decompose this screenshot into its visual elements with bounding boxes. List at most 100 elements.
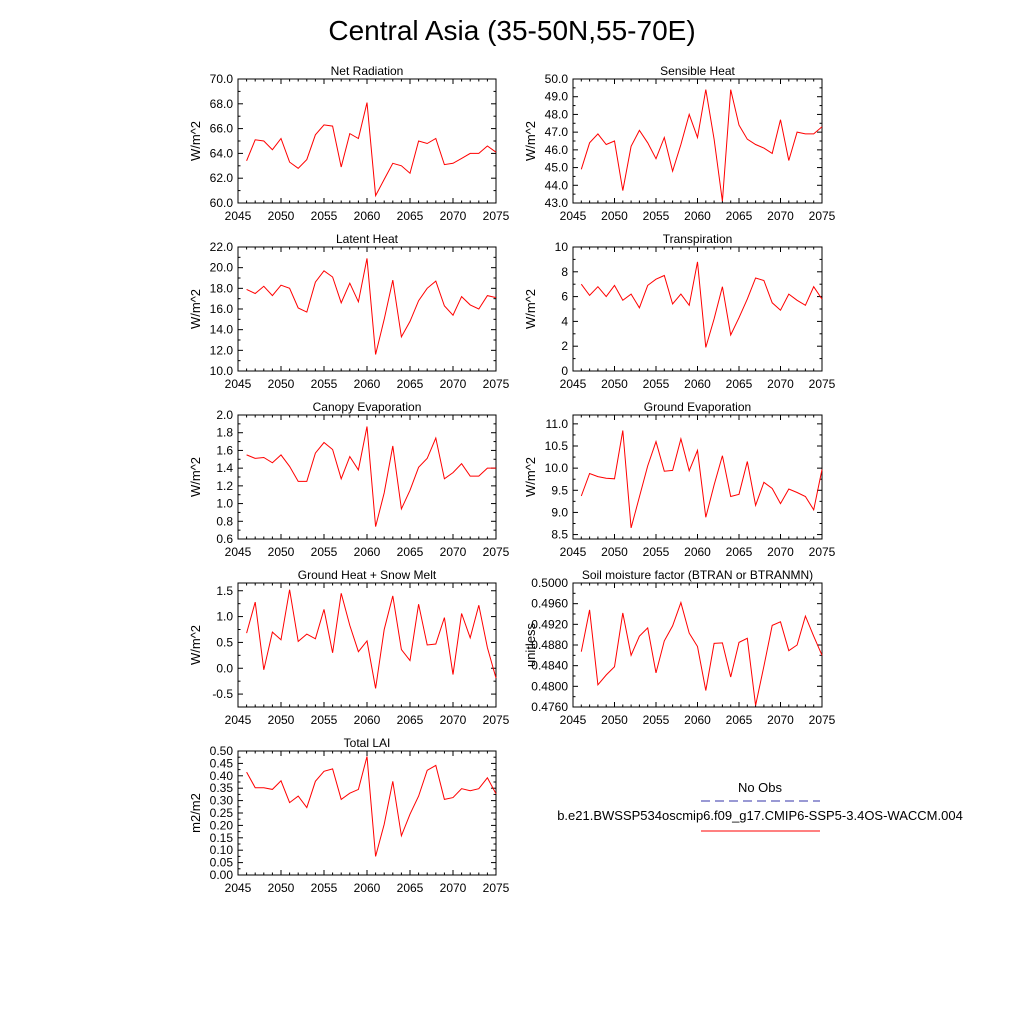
series-line bbox=[246, 756, 497, 857]
panel-title: Ground Heat + Snow Melt bbox=[298, 568, 437, 582]
x-tick-label: 2070 bbox=[767, 713, 794, 727]
y-tick-label: 20.0 bbox=[210, 261, 234, 275]
chart-panel: Net Radiation W/m^2 2045 2050 2055 2060 2065 20… bbox=[188, 64, 510, 223]
y-tick-label: 1.4 bbox=[216, 461, 233, 475]
x-tick-label: 2045 bbox=[225, 377, 252, 391]
y-tick-label: 1.5 bbox=[216, 584, 233, 598]
x-tick-label: 2060 bbox=[684, 377, 711, 391]
x-tick-label: 2075 bbox=[809, 713, 836, 727]
x-tick-label: 2055 bbox=[643, 713, 670, 727]
x-tick-label: 2075 bbox=[809, 209, 836, 223]
y-tick-label: 0.00 bbox=[210, 868, 234, 882]
x-tick-label: 2065 bbox=[397, 881, 424, 895]
x-tick-label: 2050 bbox=[601, 377, 628, 391]
x-tick-label: 2050 bbox=[268, 713, 295, 727]
x-tick-label: 2070 bbox=[440, 545, 467, 559]
y-tick-label: 45.0 bbox=[545, 161, 569, 175]
y-tick-label: -0.5 bbox=[212, 687, 233, 701]
x-tick-label: 2075 bbox=[483, 881, 510, 895]
x-tick-label: 2065 bbox=[726, 377, 753, 391]
x-tick-label: 2055 bbox=[311, 713, 338, 727]
x-tick-label: 2045 bbox=[560, 545, 587, 559]
y-tick-label: 49.0 bbox=[545, 90, 569, 104]
panel-title: Sensible Heat bbox=[660, 64, 735, 78]
series-line bbox=[246, 102, 497, 198]
x-tick-label: 2060 bbox=[684, 545, 711, 559]
plot-frame bbox=[237, 750, 497, 876]
y-tick-label: 0.4920 bbox=[531, 617, 568, 631]
x-tick-label: 2065 bbox=[397, 713, 424, 727]
y-tick-label: 18.0 bbox=[210, 281, 234, 295]
legend-label-model: b.e21.BWSSP534oscmip6.f09_g17.CMIP6-SSP5… bbox=[557, 808, 963, 823]
x-tick-label: 2065 bbox=[397, 377, 424, 391]
x-tick-label: 2070 bbox=[440, 881, 467, 895]
series-line bbox=[246, 426, 496, 527]
x-tick-label: 2045 bbox=[560, 377, 587, 391]
x-tick-label: 2065 bbox=[726, 209, 753, 223]
y-tick-label: 1.6 bbox=[216, 443, 233, 457]
chart-panel: Latent Heat W/m^2 2045 2050 2055 2060 2065 2070… bbox=[188, 232, 510, 391]
y-tick-label: 0.6 bbox=[216, 532, 233, 546]
x-tick-label: 2070 bbox=[767, 209, 794, 223]
x-tick-label: 2060 bbox=[354, 377, 381, 391]
y-tick-label: 14.0 bbox=[210, 323, 234, 337]
y-tick-label: 0.4960 bbox=[531, 597, 568, 611]
y-tick-label: 9.0 bbox=[551, 505, 568, 519]
x-tick-label: 2050 bbox=[601, 545, 628, 559]
y-tick-label: 0.05 bbox=[210, 856, 234, 870]
y-tick-label: 50.0 bbox=[545, 72, 569, 86]
x-tick-label: 2075 bbox=[483, 209, 510, 223]
y-tick-label: 1.2 bbox=[216, 479, 233, 493]
x-tick-label: 2055 bbox=[643, 545, 670, 559]
y-tick-label: 8 bbox=[561, 265, 568, 279]
y-tick-label: 70.0 bbox=[210, 72, 234, 86]
panel-title: Ground Evaporation bbox=[644, 400, 751, 414]
y-tick-label: 0.45 bbox=[210, 756, 234, 770]
y-tick-label: 1.0 bbox=[216, 497, 233, 511]
y-axis-label: W/m^2 bbox=[188, 457, 203, 497]
y-tick-label: 46.0 bbox=[545, 143, 569, 157]
x-tick-label: 2065 bbox=[397, 209, 424, 223]
chart-panel: Ground Evaporation W/m^2 2045 2050 2055 2060 2… bbox=[523, 400, 836, 559]
x-tick-label: 2050 bbox=[268, 545, 295, 559]
y-tick-label: 6 bbox=[561, 290, 568, 304]
plot-frame bbox=[237, 78, 497, 204]
y-axis-label: W/m^2 bbox=[523, 289, 538, 329]
legend: No Obs b.e21.BWSSP534oscmip6.f09_g17.CMIP… bbox=[557, 780, 963, 832]
chart-panel: Ground Heat + Snow Melt W/m^2 2045 2050 2055… bbox=[188, 568, 510, 727]
y-tick-label: 0.20 bbox=[210, 818, 234, 832]
y-tick-label: 0.10 bbox=[210, 843, 234, 857]
chart-panel: Canopy Evaporation W/m^2 2045 2050 2055 2060 2… bbox=[188, 400, 510, 559]
x-tick-label: 2055 bbox=[643, 209, 670, 223]
x-tick-label: 2045 bbox=[225, 209, 252, 223]
y-tick-label: 12.0 bbox=[210, 343, 234, 357]
x-tick-label: 2055 bbox=[311, 881, 338, 895]
x-tick-label: 2065 bbox=[726, 545, 753, 559]
x-tick-label: 2075 bbox=[809, 545, 836, 559]
x-tick-label: 2060 bbox=[684, 713, 711, 727]
panel-title: Total LAI bbox=[344, 736, 391, 750]
x-tick-label: 2055 bbox=[311, 209, 338, 223]
x-tick-label: 2045 bbox=[560, 209, 587, 223]
y-tick-label: 10.0 bbox=[210, 364, 234, 378]
x-tick-label: 2045 bbox=[560, 713, 587, 727]
y-tick-label: 0.4760 bbox=[531, 700, 568, 714]
x-tick-label: 2070 bbox=[440, 713, 467, 727]
x-tick-label: 2055 bbox=[311, 377, 338, 391]
y-tick-label: 68.0 bbox=[210, 97, 234, 111]
x-tick-label: 2060 bbox=[354, 209, 381, 223]
y-tick-label: 0.5000 bbox=[531, 576, 568, 590]
x-tick-label: 2070 bbox=[440, 209, 467, 223]
x-tick-label: 2065 bbox=[397, 545, 424, 559]
x-tick-label: 2060 bbox=[354, 881, 381, 895]
series-line bbox=[246, 589, 497, 689]
y-tick-label: 2 bbox=[561, 339, 568, 353]
y-tick-label: 0.5 bbox=[216, 635, 233, 649]
x-tick-label: 2070 bbox=[767, 545, 794, 559]
y-tick-label: 48.0 bbox=[545, 107, 569, 121]
x-tick-label: 2060 bbox=[354, 713, 381, 727]
y-tick-label: 43.0 bbox=[545, 196, 569, 210]
plot-frame bbox=[572, 582, 823, 708]
